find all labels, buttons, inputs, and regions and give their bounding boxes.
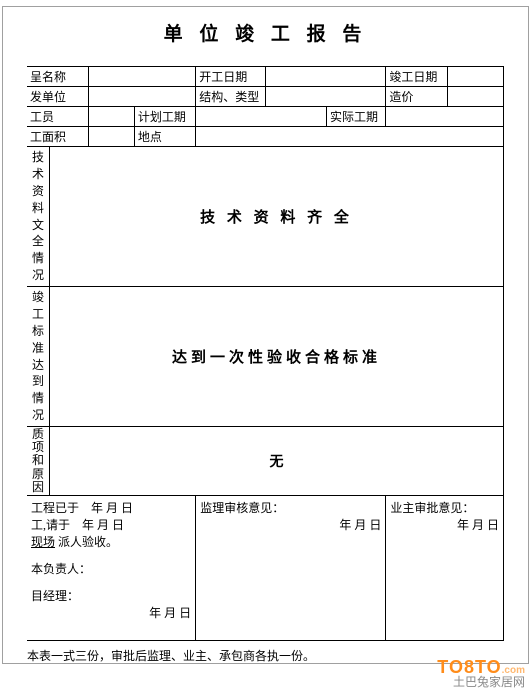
val-cost — [447, 87, 503, 107]
l2b: 年 月 日 — [82, 518, 124, 532]
l1a: 工程已于 — [31, 501, 79, 515]
val-worker — [88, 107, 134, 127]
label-standard: 竣工标准达到情况 — [27, 287, 49, 427]
contractor-date: 年 月 日 — [31, 604, 191, 625]
label-name: 呈名称 — [27, 67, 88, 87]
label-unit: 发单位 — [27, 87, 88, 107]
val-struct — [265, 87, 386, 107]
l2a: 工,请于 — [31, 518, 70, 532]
watermark-text: 土巴兔家居网 — [437, 676, 525, 688]
val-plan — [196, 107, 327, 127]
row-3: 工员 计划工期 实际工期 — [27, 107, 504, 127]
val-actual — [386, 107, 504, 127]
val-end — [447, 67, 503, 87]
val-name — [88, 67, 195, 87]
label-start: 开工日期 — [196, 67, 266, 87]
owner-date: 年 月 日 — [390, 516, 499, 537]
label-quality: 质 项和原因 — [27, 427, 49, 496]
main-table: 呈名称 开工日期 竣工日期 发单位 结构、类型 造价 工员 计划工期 实际工期 … — [27, 66, 504, 641]
row-1: 呈名称 开工日期 竣工日期 — [27, 67, 504, 87]
page-title: 单 位 竣 工 报 告 — [27, 19, 504, 46]
document-page: 单 位 竣 工 报 告 呈名称 开工日期 竣工日期 发单位 结构、类型 造价 工… — [2, 6, 529, 664]
label-cost: 造价 — [386, 87, 447, 107]
val-loc — [196, 127, 504, 147]
content-standard: 达到一次性验收合格标准 — [49, 287, 503, 427]
footnote: 本表一式三份，审批后监理、业主、承包商各执一份。 — [27, 647, 504, 664]
owner-title: 业主审批意见： — [390, 499, 499, 516]
l5: 目经理： — [31, 587, 191, 604]
supervisor-block: 监理审核意见： 年 月 日 — [196, 495, 386, 640]
label-plan: 计划工期 — [134, 107, 195, 127]
row-4: 工面积 地点 — [27, 127, 504, 147]
supervisor-title: 监理审核意见： — [200, 499, 381, 516]
contractor-block: 工程已于 年 月 日 工,请于 年 月 日 现场 派人验收。 本负责人： 目经理… — [27, 495, 196, 640]
label-actual: 实际工期 — [327, 107, 386, 127]
content-quality: 无 — [49, 427, 503, 496]
label-worker: 工员 — [27, 107, 88, 127]
label-area: 工面积 — [27, 127, 88, 147]
watermark: TO8TO.com 土巴兔家居网 — [437, 658, 525, 688]
content-tech: 技 术 资 料 齐 全 — [49, 147, 503, 287]
section-standard: 竣工标准达到情况 达到一次性验收合格标准 — [27, 287, 504, 427]
label-end: 竣工日期 — [386, 67, 447, 87]
watermark-logo: TO8TO.com — [437, 658, 525, 676]
row-2: 发单位 结构、类型 造价 — [27, 87, 504, 107]
section-tech: 技术资料文全情况 技 术 资 料 齐 全 — [27, 147, 504, 287]
l4: 本负责人： — [31, 560, 191, 577]
val-start — [265, 67, 386, 87]
label-tech: 技术资料文全情况 — [27, 147, 49, 287]
supervisor-date: 年 月 日 — [200, 516, 381, 537]
val-unit — [88, 87, 195, 107]
signature-row: 工程已于 年 月 日 工,请于 年 月 日 现场 派人验收。 本负责人： 目经理… — [27, 495, 504, 640]
owner-block: 业主审批意见： 年 月 日 — [386, 495, 504, 640]
label-struct: 结构、类型 — [196, 87, 266, 107]
l1b: 年 月 日 — [91, 501, 133, 515]
label-loc: 地点 — [134, 127, 195, 147]
l3-u: 现场 — [31, 535, 55, 549]
section-quality: 质 项和原因 无 — [27, 427, 504, 496]
val-area — [88, 127, 134, 147]
